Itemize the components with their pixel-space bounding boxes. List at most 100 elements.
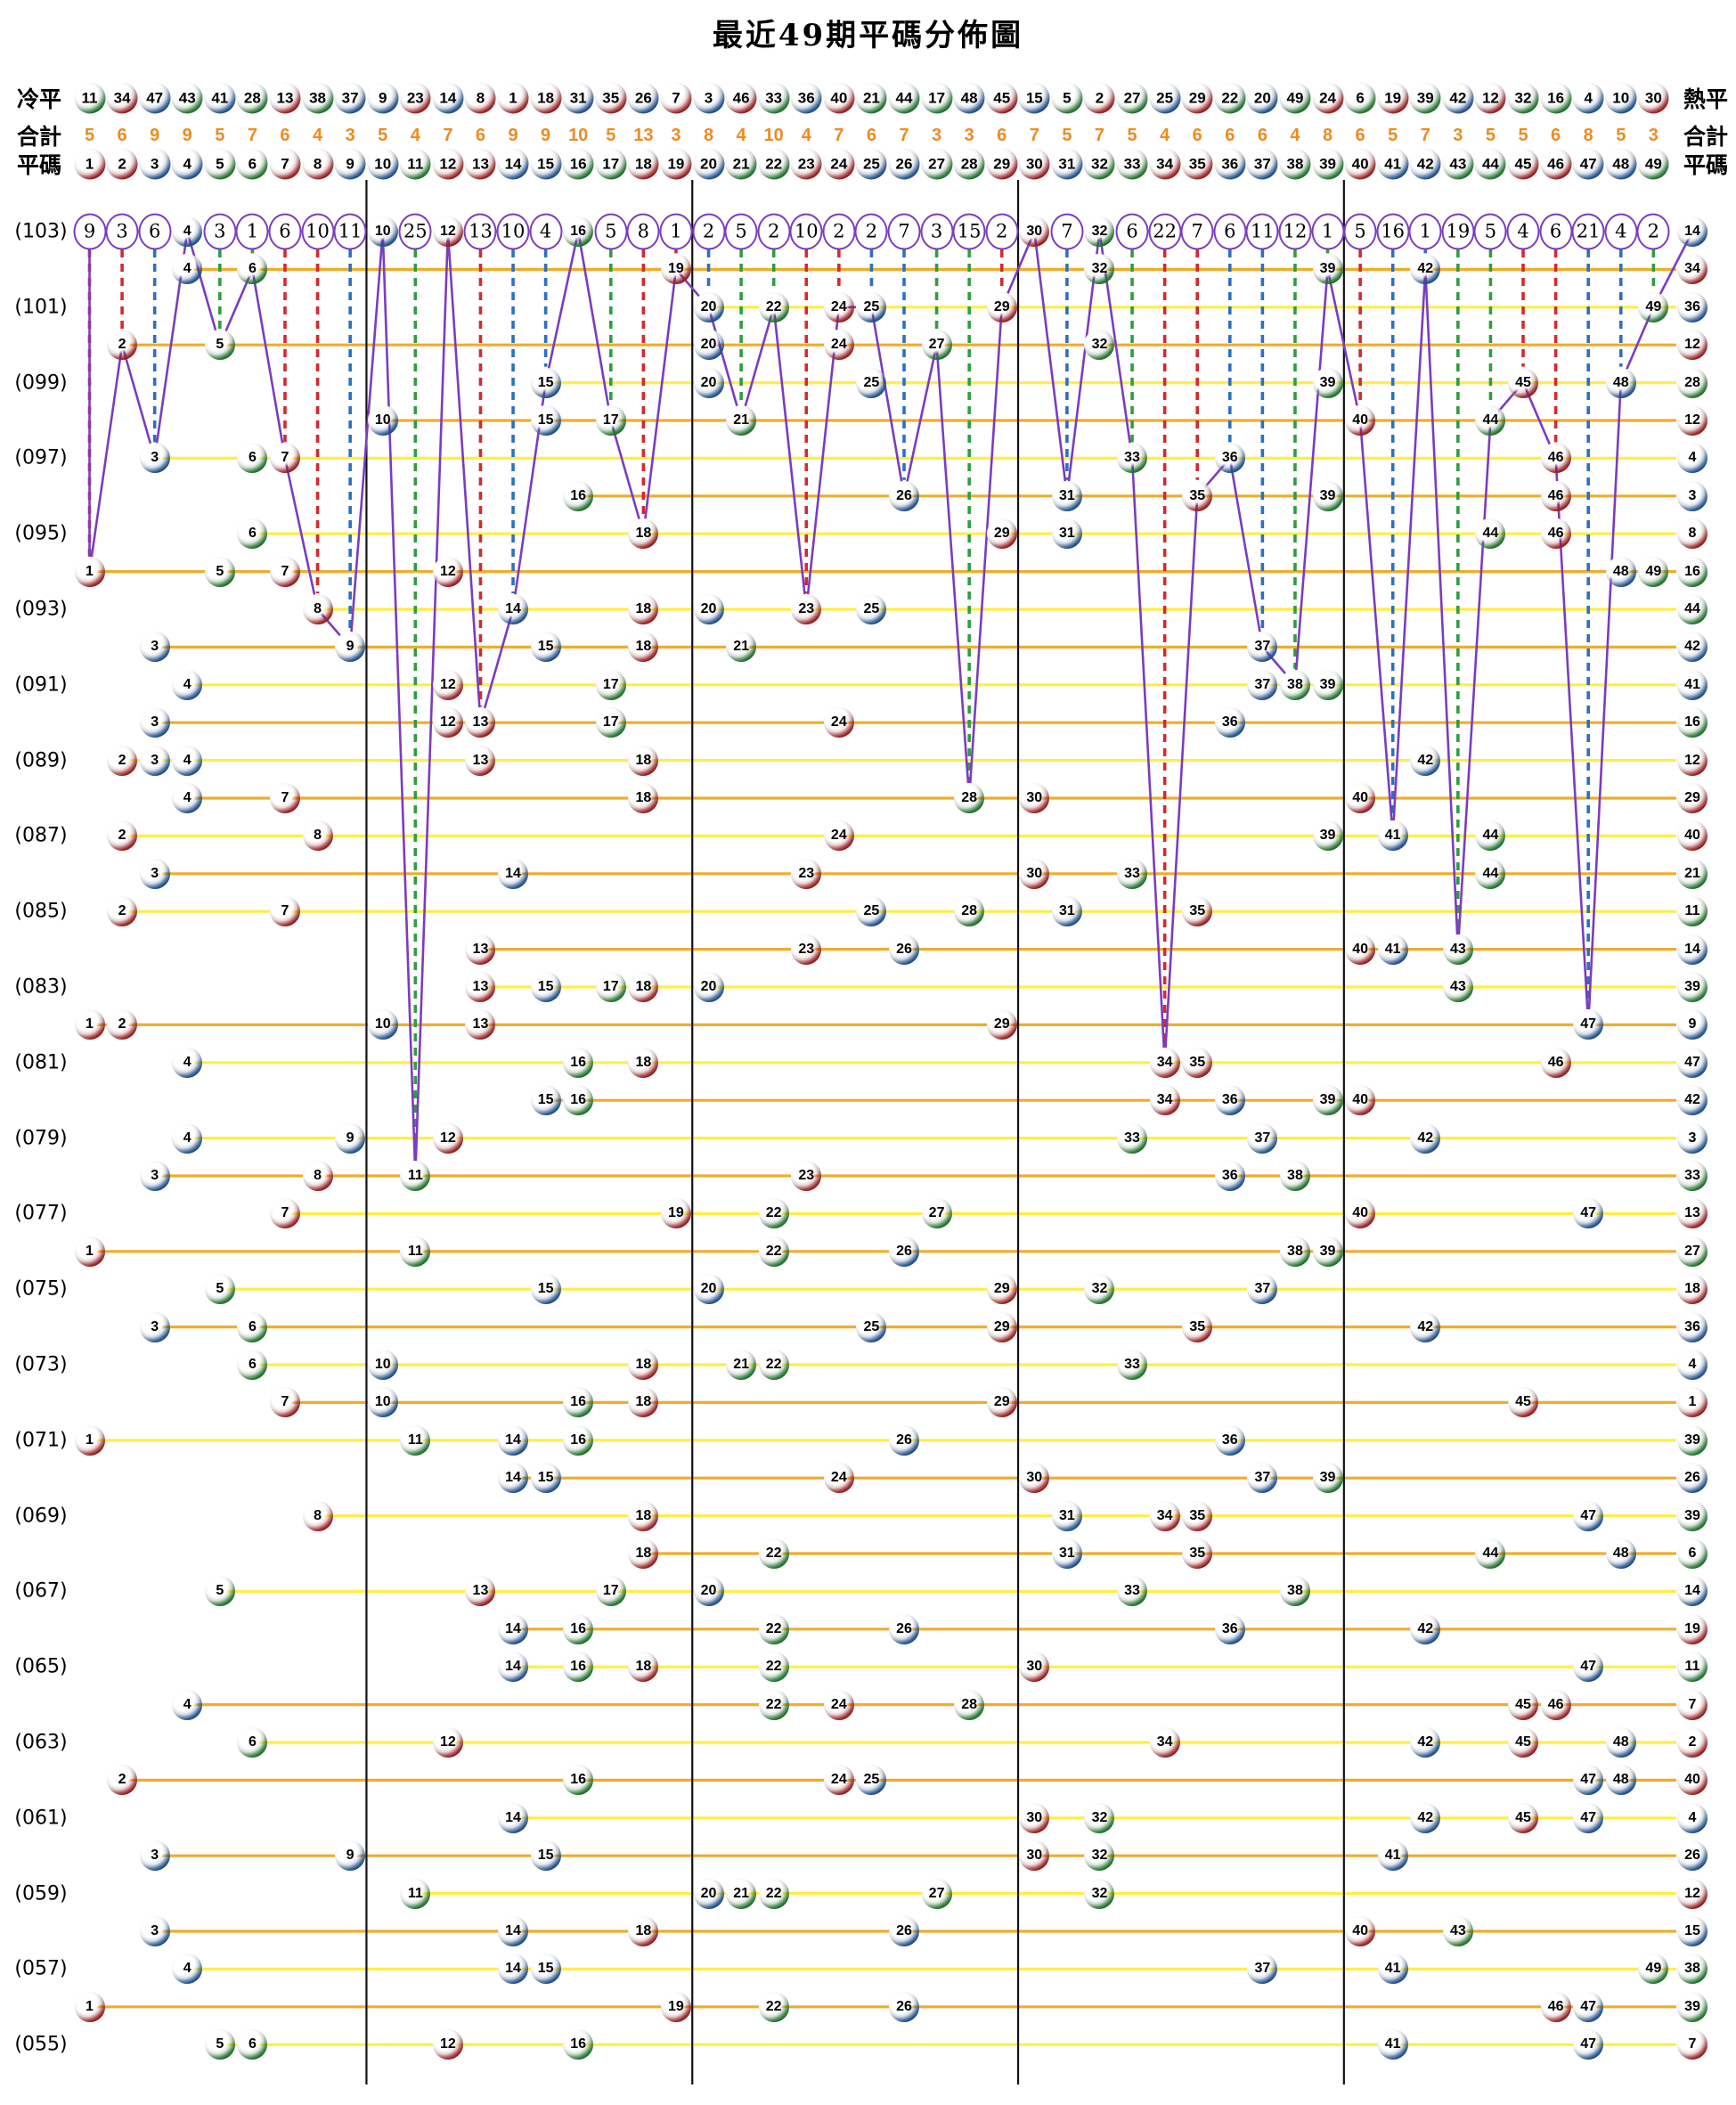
hot-ball-41: 41 <box>1677 669 1707 700</box>
period-label-57: (057) <box>14 1957 68 1980</box>
ball-42: 42 <box>1410 1613 1441 1644</box>
code-ball-20: 20 <box>693 148 725 180</box>
ball-25: 25 <box>856 1311 887 1342</box>
hot-ball-34: 34 <box>1677 254 1707 285</box>
ball-10: 10 <box>367 1009 398 1040</box>
hot-ball-26: 26 <box>1677 1840 1707 1872</box>
code-ball-12: 12 <box>432 148 464 180</box>
total-count-33: 5 <box>1127 126 1137 145</box>
ball-32: 32 <box>1084 1274 1115 1305</box>
code-ball-43: 43 <box>1442 148 1474 180</box>
cold-ball-27: 27 <box>1116 82 1148 114</box>
total-count-41: 5 <box>1388 126 1398 145</box>
total-count-32: 7 <box>1094 126 1105 145</box>
ball-37: 37 <box>1247 1954 1278 1985</box>
gap-circle-2: 3 <box>105 213 139 250</box>
ball-32: 32 <box>1084 1840 1115 1872</box>
ball-39: 39 <box>1312 480 1343 511</box>
hot-ball-16: 16 <box>1677 707 1707 738</box>
hot-ball-14: 14 <box>1677 1576 1707 1607</box>
gap-circle-45: 4 <box>1506 213 1540 250</box>
ball-4: 4 <box>172 745 203 776</box>
ball-14: 14 <box>498 858 529 889</box>
ball-7: 7 <box>269 556 300 587</box>
period-label-63: (063) <box>14 1731 68 1754</box>
ball-36: 36 <box>1214 1161 1245 1191</box>
ball-29: 29 <box>986 518 1017 550</box>
ball-39: 39 <box>1312 254 1343 285</box>
period-label-55: (055) <box>14 2033 68 2056</box>
ball-33: 33 <box>1117 1350 1148 1380</box>
gap-circle-31: 7 <box>1050 213 1084 250</box>
ball-36: 36 <box>1214 1424 1245 1456</box>
cold-ball-21: 21 <box>855 82 887 114</box>
ball-24: 24 <box>823 707 854 738</box>
ball-36: 36 <box>1214 1613 1245 1644</box>
gap-circle-24: 2 <box>822 213 856 250</box>
ball-28: 28 <box>954 783 985 813</box>
total-row-label-right: 合計 <box>1683 124 1729 150</box>
gap-circle-18: 8 <box>626 213 660 250</box>
cold-ball-19: 19 <box>1377 82 1409 114</box>
code-ball-26: 26 <box>888 148 920 180</box>
code-ball-5: 5 <box>204 148 236 180</box>
ball-44: 44 <box>1475 858 1506 889</box>
ball-48: 48 <box>1605 1765 1636 1796</box>
ball-12: 12 <box>432 2029 463 2060</box>
hot-ball-39: 39 <box>1677 972 1707 1002</box>
ball-41: 41 <box>1377 1840 1408 1872</box>
ball-40: 40 <box>1345 1198 1376 1229</box>
cold-ball-18: 18 <box>530 82 562 114</box>
gap-circle-1: 9 <box>73 213 106 250</box>
ball-46: 46 <box>1540 443 1571 474</box>
gap-circle-26: 7 <box>887 213 921 250</box>
cold-ball-46: 46 <box>725 82 757 114</box>
code-ball-9: 9 <box>334 148 366 180</box>
ball-8: 8 <box>302 594 333 624</box>
period-label-73: (073) <box>14 1353 68 1376</box>
cold-ball-12: 12 <box>1474 82 1506 114</box>
ball-18: 18 <box>628 972 659 1002</box>
code-ball-30: 30 <box>1018 148 1050 180</box>
code-ball-13: 13 <box>464 148 496 180</box>
code-ball-22: 22 <box>758 148 790 180</box>
ball-20: 20 <box>693 367 724 398</box>
period-label-97: (097) <box>14 446 68 469</box>
hot-ball-9: 9 <box>1677 1009 1707 1040</box>
code-ball-24: 24 <box>823 148 855 180</box>
ball-48: 48 <box>1605 1538 1636 1569</box>
ball-4: 4 <box>172 254 203 285</box>
ball-23: 23 <box>791 934 822 965</box>
ball-19: 19 <box>660 1198 691 1229</box>
ball-45: 45 <box>1508 1802 1539 1833</box>
hot-ball-4: 4 <box>1677 443 1707 474</box>
ball-15: 15 <box>530 972 561 1002</box>
ball-18: 18 <box>628 1916 659 1946</box>
ball-20: 20 <box>693 1274 724 1305</box>
total-count-18: 13 <box>633 126 654 145</box>
hot-ball-33: 33 <box>1677 1161 1707 1191</box>
hot-ball-44: 44 <box>1677 594 1707 624</box>
ball-48: 48 <box>1605 367 1636 398</box>
ball-33: 33 <box>1117 1576 1148 1607</box>
code-ball-32: 32 <box>1083 148 1115 180</box>
hot-ball-40: 40 <box>1677 1765 1707 1796</box>
ball-47: 47 <box>1573 1198 1604 1229</box>
ball-14: 14 <box>498 1424 529 1456</box>
ball-20: 20 <box>693 972 724 1002</box>
code-ball-17: 17 <box>595 148 627 180</box>
ball-35: 35 <box>1182 1500 1213 1531</box>
gap-circle-40: 5 <box>1343 213 1377 250</box>
ball-25: 25 <box>856 594 887 624</box>
ball-21: 21 <box>726 1878 757 1909</box>
code-ball-34: 34 <box>1149 148 1181 180</box>
code-ball-7: 7 <box>269 148 301 180</box>
ball-16: 16 <box>563 1613 594 1644</box>
gap-circle-48: 4 <box>1604 213 1638 250</box>
ball-47: 47 <box>1573 1500 1604 1531</box>
total-count-14: 9 <box>508 126 518 145</box>
ball-20: 20 <box>693 291 724 322</box>
gap-circle-46: 6 <box>1539 213 1573 250</box>
ball-27: 27 <box>921 1198 952 1229</box>
period-label-91: (091) <box>14 673 68 697</box>
